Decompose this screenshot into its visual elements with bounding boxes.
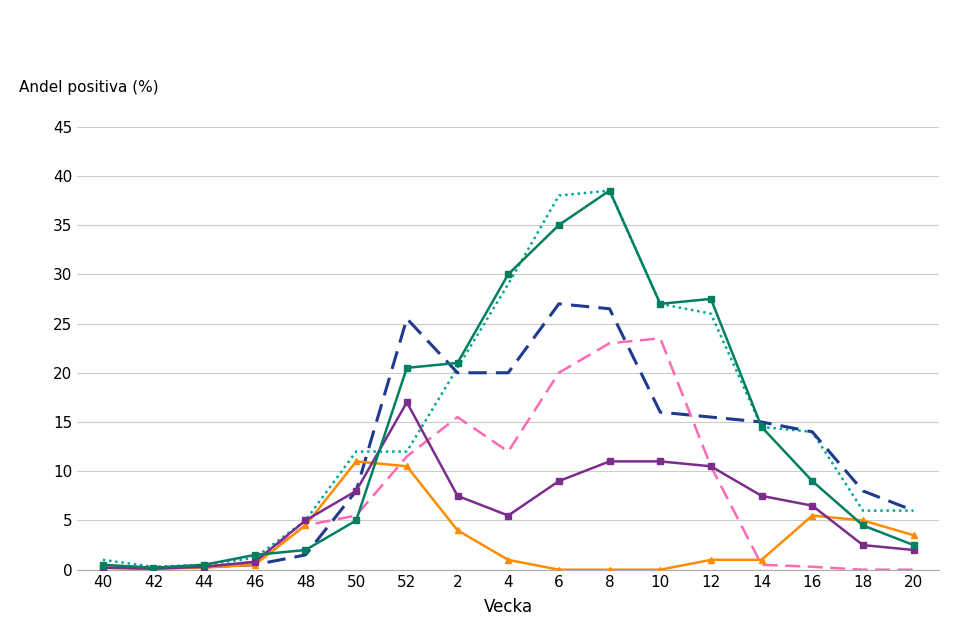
X-axis label: Vecka: Vecka xyxy=(484,598,532,616)
Legend: 2017-2018, 2018-2019, 2019-2020, 2021-2022, 2022-2023, 2023-2024: 2017-2018, 2018-2019, 2019-2020, 2021-20… xyxy=(291,0,754,4)
Text: Andel positiva (%): Andel positiva (%) xyxy=(19,80,159,95)
